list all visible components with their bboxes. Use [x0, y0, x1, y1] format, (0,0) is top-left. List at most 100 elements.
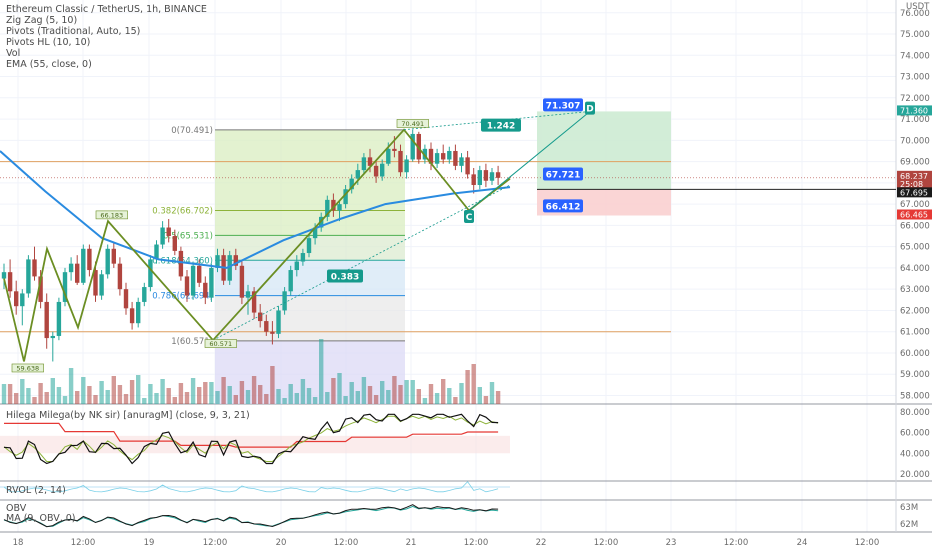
time-tick: 24 [797, 538, 808, 548]
candle-body [14, 291, 19, 307]
volume-bar [392, 376, 397, 404]
callout-entry-bg [543, 167, 583, 181]
price-tick: 62.000 [900, 306, 930, 316]
volume-bar [221, 377, 226, 404]
volume-bar [160, 379, 165, 404]
price-tag-bg [897, 178, 932, 189]
volume-bar [343, 396, 348, 404]
candlestick-series [1, 129, 501, 362]
candle-body [331, 199, 336, 211]
oscillator-signal-line [3, 415, 499, 462]
currency-label: USDT [906, 2, 930, 12]
time-tick: 19 [144, 538, 155, 548]
price-tag-bg [897, 187, 932, 198]
chart-title[interactable]: Ethereum Classic / TetherUS, 1h, BINANCE [6, 4, 207, 15]
obv-title[interactable]: OBV [6, 503, 27, 514]
volume-bar [239, 381, 245, 404]
volume-bar [62, 396, 68, 404]
indicator-ema[interactable]: EMA (55, close, 0) [6, 59, 92, 70]
fib-level-label: 0.786(62.694) [152, 292, 213, 302]
callout-stop-bg [543, 199, 583, 213]
candle-body [258, 312, 263, 322]
volume-bar [282, 398, 287, 404]
candle-body [434, 153, 440, 164]
candle-body [148, 259, 153, 288]
oscillator-title[interactable]: Hilega Milega(by NK sir) [anuragM] (clos… [6, 410, 250, 421]
time-tick: 12:00 [724, 538, 749, 548]
indicator-vol[interactable]: Vol [6, 48, 20, 59]
candle-body [337, 204, 342, 211]
time-axis[interactable]: 18 12:00 19 12:00 20 12:00 21 12:00 22 12:00 23 12:… [13, 538, 880, 548]
candle-body [459, 157, 464, 166]
volume-bar [404, 380, 409, 404]
indicator-pivots-hl[interactable]: Pivots HL (10, 10) [6, 37, 90, 48]
volume-bar [251, 376, 257, 404]
candle-body [209, 267, 214, 298]
price-tick: 65.000 [900, 243, 930, 253]
volume-bar [441, 379, 446, 404]
volume-bar [355, 391, 360, 404]
volume-bar [416, 389, 421, 404]
ratio-label-xc: 1.242 [487, 122, 515, 132]
candle-body [367, 157, 373, 166]
candle-body [441, 153, 446, 160]
candle-body [447, 150, 452, 160]
obv-ma-title[interactable]: MA (9, OBV, 0) [6, 513, 76, 524]
volume-bar [184, 392, 190, 404]
point-label-c: C [466, 213, 473, 223]
rvol-title[interactable]: RVOL (2, 14) [6, 485, 66, 496]
pivot-marker-label: 60.571 [209, 340, 232, 348]
volume-bar [398, 385, 403, 404]
volume-bar [123, 394, 129, 404]
candle-body [312, 227, 318, 239]
candle-body [166, 227, 171, 237]
candle-body [264, 321, 269, 332]
fib-level-label: 0.382(66.702) [152, 206, 213, 216]
candle-body [276, 310, 281, 334]
volume-bar [312, 397, 318, 404]
volume-bar [489, 382, 495, 404]
price-tag: 67.695 [900, 188, 928, 197]
volume-bar [367, 386, 373, 404]
volume-bar [154, 393, 159, 404]
price-tick: 70.000 [900, 136, 930, 146]
candle-body [453, 150, 458, 166]
candle-body [178, 250, 184, 277]
time-tick: 12:00 [594, 538, 619, 548]
candle-body [111, 248, 116, 264]
callout-target: 71.307 [546, 101, 581, 111]
price-axis[interactable]: 76.000 75.000 74.000 73.000 72.000 71.000 70.0… [897, 9, 932, 402]
candle-body [465, 157, 470, 175]
price-tick: 63.000 [900, 285, 930, 295]
indicator-zigzag[interactable]: Zig Zag (5, 10) [6, 15, 77, 26]
price-tick: 76.000 [900, 9, 930, 19]
volume-bar [20, 379, 25, 404]
fib-zone [215, 129, 405, 211]
candle-body [483, 170, 489, 181]
volume-bar [300, 379, 306, 404]
volume-bar [105, 390, 110, 404]
indicator-pivots[interactable]: Pivots (Traditional, Auto, 15) [6, 26, 140, 37]
volume-bar [26, 388, 31, 404]
candle-body [373, 165, 379, 177]
oscillator-tick: 20.000 [900, 470, 930, 480]
volume-bar [129, 380, 135, 404]
price-tick: 60.000 [900, 349, 930, 359]
candle-body [129, 308, 135, 324]
volume-bar [209, 382, 214, 404]
fib-zone [215, 210, 405, 236]
time-tick: 12:00 [203, 538, 228, 548]
volume-bar [44, 392, 49, 404]
volume-bar [477, 387, 482, 404]
obv-line [3, 504, 499, 528]
candle-body [38, 276, 43, 302]
pivot-marker-label: 66.183 [100, 211, 123, 219]
candle-body [50, 335, 55, 339]
volume-bar [428, 384, 434, 404]
time-tick: 22 [536, 538, 547, 548]
candle-body [87, 248, 92, 271]
price-tick: 67.000 [900, 200, 930, 210]
volume-bar [1, 384, 7, 404]
callout-entry: 67.721 [546, 170, 581, 180]
